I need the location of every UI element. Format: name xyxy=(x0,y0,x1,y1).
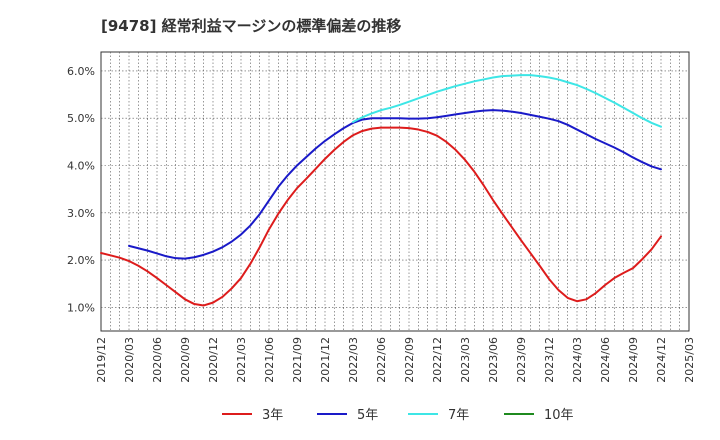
legend-label: 3年 xyxy=(262,408,283,423)
x-tick-label: 2020/06 xyxy=(151,337,164,383)
x-tick-label: 2022/12 xyxy=(431,337,444,383)
x-tick-label: 2021/03 xyxy=(235,337,248,383)
x-tick-label: 2020/03 xyxy=(123,337,136,383)
x-tick-label: 2023/09 xyxy=(515,337,528,383)
legend: 3年 5年 7年 10年 xyxy=(222,408,574,423)
x-tick-label: 2022/06 xyxy=(375,337,388,383)
y-tick-label: 5.0% xyxy=(67,112,95,125)
grid-layer xyxy=(100,51,690,332)
y-tick-label: 3.0% xyxy=(67,207,95,220)
x-tick-label: 2023/12 xyxy=(543,337,556,383)
chart-title: [9478] 経常利益マージンの標準偏差の推移 xyxy=(101,17,401,35)
legend-label: 10年 xyxy=(544,408,574,423)
x-tick-label: 2021/09 xyxy=(291,337,304,383)
x-tick-label: 2024/06 xyxy=(599,337,612,383)
series-line-5年 xyxy=(128,109,662,260)
y-tick-label: 1.0% xyxy=(67,301,95,314)
y-tick-label: 2.0% xyxy=(67,254,95,267)
x-tick-label: 2021/12 xyxy=(319,337,332,383)
x-tick-label: 2024/12 xyxy=(655,337,668,383)
series-line-7年 xyxy=(352,74,662,128)
x-tick-label: 2020/09 xyxy=(179,337,192,383)
legend-label: 7年 xyxy=(448,408,469,423)
x-tick-label: 2022/09 xyxy=(403,337,416,383)
x-tick-label: 2021/06 xyxy=(263,337,276,383)
legend-label: 5年 xyxy=(357,408,378,423)
x-tick-label: 2020/12 xyxy=(207,337,220,383)
x-tick-label: 2022/03 xyxy=(347,337,360,383)
x-tick-label: 2019/12 xyxy=(95,337,108,383)
y-tick-label: 4.0% xyxy=(67,159,95,172)
x-tick-label: 2025/03 xyxy=(683,337,696,383)
y-tick-label: 6.0% xyxy=(67,65,95,78)
series-layer xyxy=(100,74,662,307)
plot-frame xyxy=(100,51,690,332)
axis-layer: 1.0% 2.0% 3.0% 4.0% 5.0% 6.0% 2019/12 2020/03 20… xyxy=(67,65,696,383)
x-tick-label: 2024/09 xyxy=(627,337,640,383)
x-tick-label: 2024/03 xyxy=(571,337,584,383)
x-tick-label: 2023/06 xyxy=(487,337,500,383)
x-tick-label: 2023/03 xyxy=(459,337,472,383)
series-line-3年 xyxy=(100,126,662,307)
